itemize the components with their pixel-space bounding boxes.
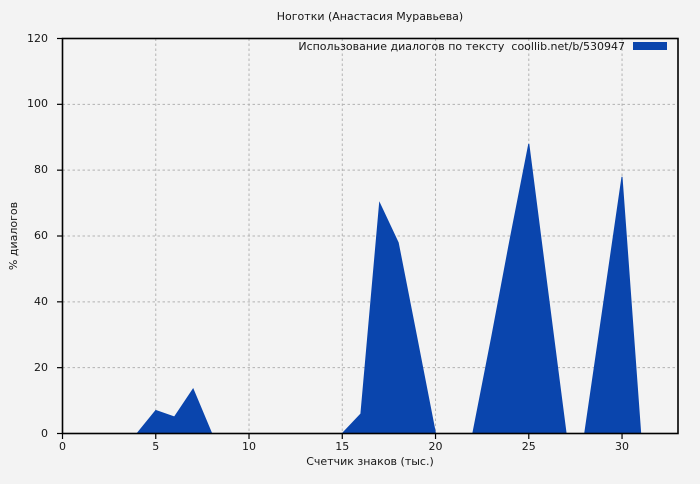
x-tick-label-5: 5 [152, 440, 160, 453]
legend-swatch-icon [633, 42, 667, 50]
legend: Использование диалогов по тексту coollib… [0, 39, 667, 53]
y-tick-label-60: 60 [34, 229, 48, 242]
y-tick-label-100: 100 [27, 97, 48, 111]
y-tick-label-40: 40 [34, 294, 48, 308]
x-axis-label: Счетчик знаков (тыс.) [306, 455, 434, 468]
x-tick-label-30: 30 [615, 440, 630, 453]
x-tick-label-25: 25 [521, 440, 536, 453]
x-tick-label-20: 20 [428, 440, 443, 453]
x-tick-label-15: 15 [335, 440, 350, 453]
y-tick-label-20: 20 [34, 360, 48, 374]
y-tick-label-120: 120 [27, 31, 48, 45]
legend-label: Использование диалогов по тексту coollib… [298, 39, 625, 53]
x-tick-label-10: 10 [242, 440, 256, 453]
chart-title: Ноготки (Анастасия Муравьева) [276, 10, 464, 23]
y-tick-label-80: 80 [34, 163, 48, 177]
x-tick-label-0: 0 [59, 440, 66, 453]
y-tick-label-0: 0 [41, 426, 48, 440]
